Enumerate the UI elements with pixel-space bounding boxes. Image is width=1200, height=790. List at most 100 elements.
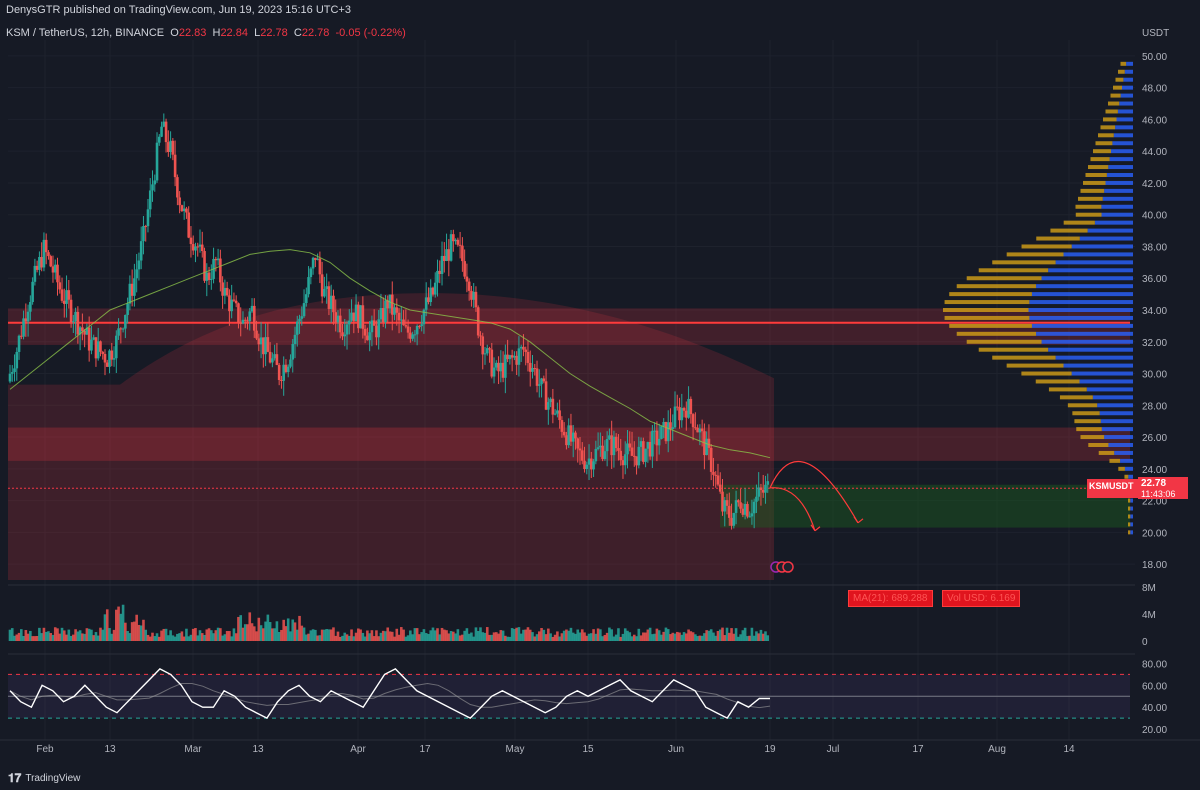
candle-body	[467, 281, 471, 291]
volume-profile-bar-buy	[1120, 93, 1133, 98]
candle-body	[169, 140, 172, 153]
volume-bar	[669, 634, 672, 641]
candle-body	[200, 244, 204, 252]
candle-body	[619, 450, 623, 461]
volume-profile-bar-sell	[1050, 228, 1088, 233]
volume-bar	[191, 628, 195, 641]
candle-body	[578, 448, 582, 451]
volume-bar	[698, 635, 702, 641]
candle-body	[651, 430, 654, 457]
volume-bar	[685, 633, 688, 641]
candle-body	[266, 337, 270, 352]
volume-bar	[8, 629, 12, 641]
volume-bar	[295, 629, 299, 641]
volume-profile-bar-sell	[1088, 443, 1109, 447]
volume-profile-bar-sell	[1083, 180, 1106, 185]
volume-bar	[755, 631, 758, 641]
volume-bar	[363, 636, 367, 641]
volume-bar	[567, 630, 570, 641]
candle-body	[429, 287, 433, 303]
volume-profile-bar-buy	[1130, 514, 1133, 519]
candle-body	[187, 212, 190, 238]
volume-bar	[750, 627, 754, 641]
volume-bar	[429, 630, 433, 641]
volume-bar	[409, 630, 412, 641]
volume-bar	[377, 636, 380, 641]
candle-body	[78, 327, 82, 335]
volume-bar	[517, 627, 521, 641]
volume-bar	[338, 636, 342, 641]
candle-body	[635, 456, 638, 466]
candle-body	[352, 312, 356, 322]
candle-body	[13, 368, 16, 373]
candle-body	[167, 142, 170, 153]
candle-body	[40, 257, 43, 268]
legend-low: 22.78	[260, 27, 288, 39]
volume-profile-bar-sell	[1128, 506, 1131, 511]
volume-bar	[368, 633, 371, 641]
volume-bar	[442, 629, 446, 641]
candle-body	[252, 305, 256, 331]
volume-profile-bar-sell	[1095, 141, 1113, 146]
volume-bar	[513, 629, 516, 641]
volume-bar	[741, 630, 745, 641]
volume-profile-bar-buy	[1028, 308, 1133, 312]
volume-bar	[26, 633, 30, 641]
candle-body	[135, 269, 138, 279]
candle-body	[612, 436, 616, 456]
candle-body	[180, 205, 184, 212]
candle-body	[291, 343, 295, 360]
candle-body	[219, 258, 222, 283]
volume-bar	[673, 633, 677, 641]
candle-body	[669, 422, 672, 429]
candle-body	[741, 508, 745, 515]
volume-profile-bar-buy	[1048, 347, 1133, 352]
candle-body	[137, 260, 141, 270]
volume-profile-bar-buy	[1097, 403, 1133, 408]
volume-profile-bar-sell	[966, 276, 1042, 281]
volume-bar	[345, 634, 349, 641]
volume-bar	[481, 632, 485, 641]
volume-bar	[81, 633, 84, 641]
volume-bar	[714, 635, 718, 641]
volume-bar	[474, 627, 478, 641]
footer-brand[interactable]: 𝟏𝟕 TradingView	[8, 771, 80, 786]
candle-body	[99, 341, 102, 352]
rsi-tick-label: 60.00	[1142, 681, 1167, 692]
candle-body	[124, 314, 127, 329]
volume-bar	[282, 619, 285, 641]
volume-bar	[62, 630, 66, 641]
candle-body	[508, 355, 512, 360]
y-tick-label: 24.00	[1142, 465, 1167, 476]
y-axis-unit: USDT	[1142, 28, 1169, 39]
volume-bar	[504, 635, 507, 641]
volume-bar	[463, 630, 466, 641]
price-tag-symbol: KSMUSDT	[1089, 481, 1134, 491]
volume-bar	[757, 633, 760, 641]
y-tick-label: 42.00	[1142, 179, 1167, 190]
candle-body	[185, 208, 188, 213]
volume-bar	[411, 634, 414, 641]
volume-profile-bar-sell	[1109, 458, 1121, 463]
y-tick-label: 28.00	[1142, 401, 1167, 412]
candle-body	[632, 455, 636, 457]
volume-profile-bar-buy	[1106, 173, 1133, 177]
volume-bar	[680, 634, 684, 641]
candle-body	[454, 239, 457, 242]
volume-bar	[427, 633, 430, 641]
volume-bar	[648, 627, 652, 641]
rsi-tick-label: 80.00	[1142, 659, 1167, 670]
volume-bar	[560, 633, 564, 641]
volume-bar	[336, 631, 340, 641]
candle-body	[766, 481, 770, 485]
candle-body	[372, 320, 376, 326]
candle-body	[237, 303, 240, 323]
candle-body	[332, 295, 335, 313]
candle-body	[259, 337, 263, 345]
volume-profile-bar-buy	[1112, 141, 1133, 146]
volume-bar	[29, 630, 32, 641]
volume-bar	[433, 630, 437, 641]
candle-body	[130, 283, 134, 296]
candle-body	[418, 325, 421, 327]
